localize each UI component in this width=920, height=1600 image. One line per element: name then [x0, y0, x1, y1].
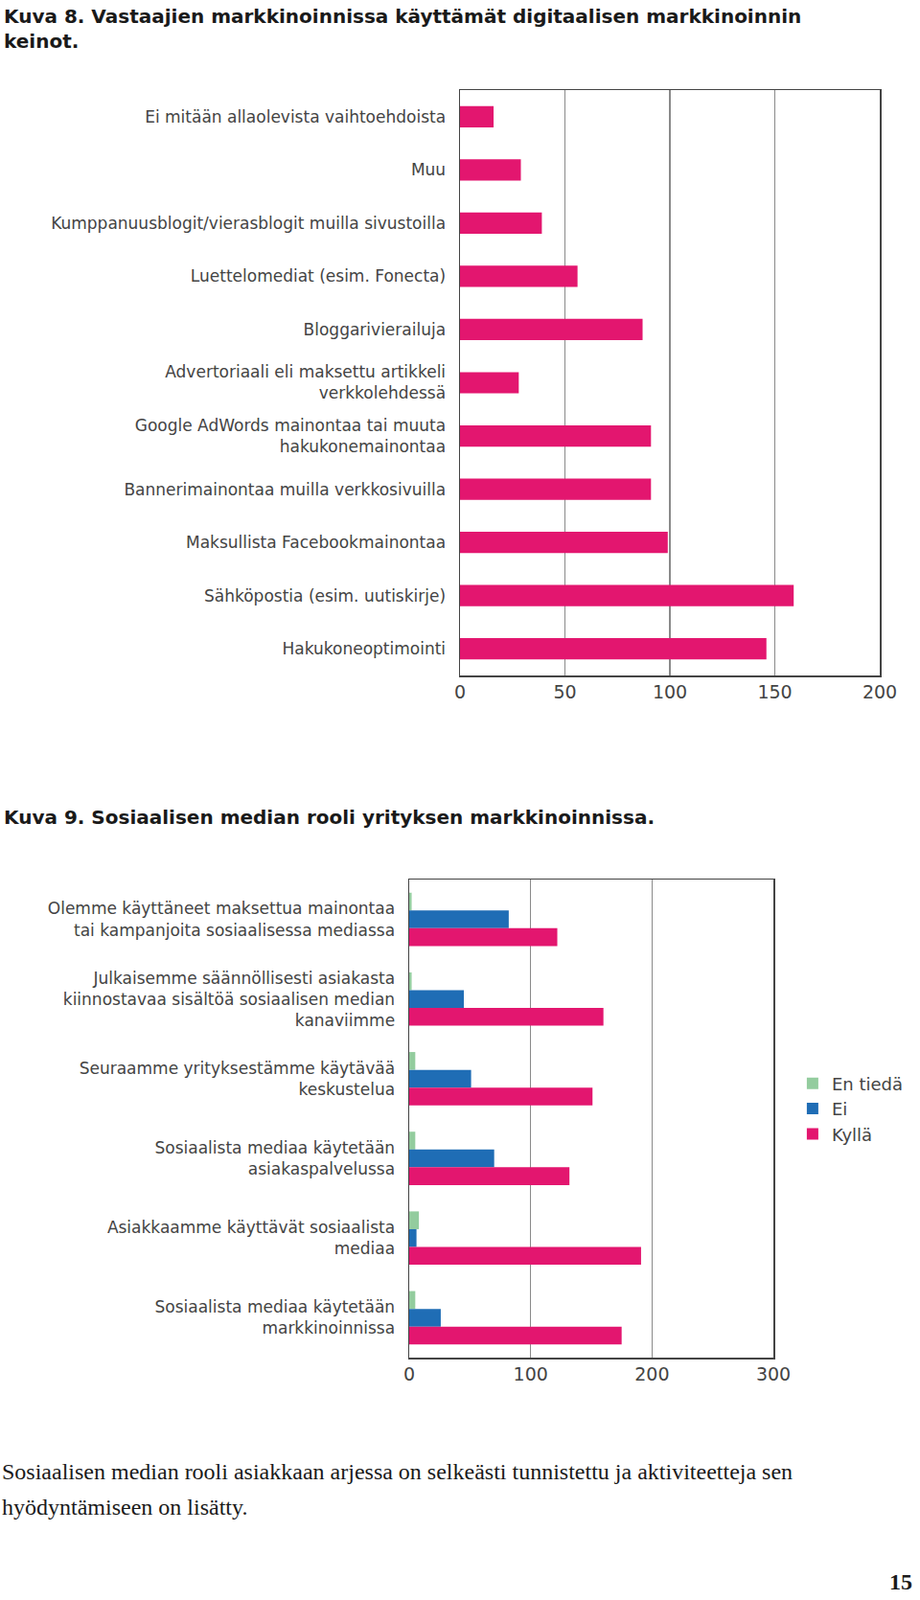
svg-text:Ei: Ei — [831, 1099, 848, 1120]
svg-text:Seuraamme yrityksestämme käytä: Seuraamme yrityksestämme käytävääkeskust… — [79, 1058, 395, 1100]
svg-text:Kumppanuusblogit/vierasblogit: Kumppanuusblogit/vierasblogit muilla siv… — [50, 213, 446, 233]
html-text:Kuva 8. Vastaajien markkinoinn: Kuva 8. Vastaajien markkinoinnissa käytt… — [3, 4, 802, 53]
svg-text:Sosiaalista mediaa käytetäänas: Sosiaalista mediaa käytetäänasiakaspalve… — [155, 1138, 396, 1179]
svg-text:0: 0 — [454, 681, 466, 703]
svg-text:Advertoriaali eli maksettu art: Advertoriaali eli maksettu artikkeliverk… — [164, 362, 446, 403]
svg-text:200: 200 — [862, 681, 897, 703]
html-text:15: 15 — [889, 1569, 913, 1595]
svg-text:Kyllä: Kyllä — [831, 1125, 873, 1146]
svg-text:Sähköpostia (esim. uutiskirje): Sähköpostia (esim. uutiskirje) — [204, 586, 446, 606]
html-text:Kuva 9. Sosiaalisen median roo: Kuva 9. Sosiaalisen median rooli yrityks… — [3, 805, 655, 829]
svg-text:Muu: Muu — [411, 160, 446, 180]
svg-text:Ei mitään allaolevista vaihtoe: Ei mitään allaolevista vaihtoehdoista — [144, 107, 446, 127]
svg-text:Maksullista Facebookmainontaa: Maksullista Facebookmainontaa — [185, 532, 446, 552]
svg-text:En tiedä: En tiedä — [831, 1074, 903, 1095]
html-text:Sosiaalisen median rooli asiak: Sosiaalisen median rooli asiakkaan arjes… — [1, 1459, 793, 1520]
svg-text:Julkaisemme säännöllisesti asi: Julkaisemme säännöllisesti asiakastakiin… — [63, 968, 395, 1031]
svg-text:Sosiaalista mediaa käytetäänma: Sosiaalista mediaa käytetäänmarkkinoinni… — [155, 1297, 396, 1338]
svg-text:Google AdWords mainontaa tai m: Google AdWords mainontaa tai muutahakuko… — [135, 415, 446, 457]
svg-text:200: 200 — [634, 1363, 669, 1385]
svg-text:50: 50 — [552, 681, 576, 703]
svg-text:Luettelomediat (esim. Fonecta): Luettelomediat (esim. Fonecta) — [190, 266, 446, 286]
svg-text:300: 300 — [756, 1363, 791, 1385]
svg-text:Bannerimainontaa muilla verkko: Bannerimainontaa muilla verkkosivuilla — [123, 480, 446, 500]
svg-text:Olemme käyttäneet maksettua ma: Olemme käyttäneet maksettua mainontaatai… — [47, 898, 395, 940]
svg-text:150: 150 — [757, 681, 792, 703]
svg-text:Bloggarivierailuja: Bloggarivierailuja — [303, 320, 447, 340]
svg-text:Asiakkaamme käyttävät sosiaali: Asiakkaamme käyttävät sosiaalistamediaa — [107, 1218, 395, 1259]
svg-text:Hakukoneoptimointi: Hakukoneoptimointi — [281, 639, 446, 659]
svg-text:0: 0 — [403, 1363, 415, 1385]
svg-text:100: 100 — [652, 681, 688, 703]
svg-text:100: 100 — [513, 1363, 549, 1385]
